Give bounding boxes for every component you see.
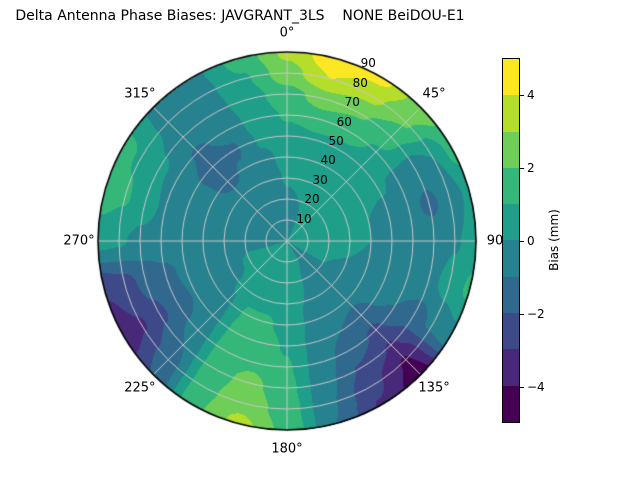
colorbar-tick-label: −2	[527, 306, 545, 321]
colorbar-segment	[503, 59, 519, 96]
colorbar-tick-label: 2	[527, 160, 535, 175]
colorbar-segment	[503, 276, 519, 314]
radial-tick-label: 40	[320, 153, 336, 168]
colorbar-tick-mark	[520, 313, 524, 315]
colorbar-tick-mark	[520, 386, 524, 388]
radial-tick-label: 20	[304, 192, 320, 207]
radial-tick-label: 30	[312, 172, 328, 187]
colorbar-segment	[503, 167, 519, 205]
radial-tick-label: 70	[344, 95, 360, 110]
radial-tick-label: 80	[352, 75, 368, 90]
colorbar-axis-label: Bias (mm)	[547, 209, 561, 271]
colorbar-segment	[503, 204, 519, 241]
radial-tick-label: 10	[296, 211, 312, 226]
angular-tick-label: 225°	[124, 380, 156, 396]
angular-tick-label: 315°	[124, 86, 156, 102]
colorbar	[502, 58, 520, 423]
angular-tick-label: 90	[486, 233, 504, 249]
radial-tick-label: 60	[336, 114, 352, 129]
colorbar-segment	[503, 349, 519, 386]
colorbar-segment	[503, 385, 519, 422]
angular-tick-label: 180°	[271, 441, 303, 457]
colorbar-tick-mark	[520, 167, 524, 169]
radial-tick-label: 90	[360, 56, 376, 71]
colorbar-tick-label: 4	[527, 87, 535, 102]
colorbar-segment	[503, 95, 519, 132]
colorbar-tick-label: −4	[527, 379, 545, 394]
colorbar-segment	[503, 313, 519, 350]
colorbar-tick-mark	[520, 240, 524, 242]
colorbar-segment	[503, 240, 519, 277]
angular-tick-label: 135°	[418, 380, 450, 396]
angular-tick-label: 45°	[422, 86, 446, 102]
radial-tick-label: 50	[328, 133, 344, 148]
angular-tick-label: 0°	[279, 25, 295, 41]
colorbar-tick-label: 0	[527, 233, 535, 248]
colorbar-tick-mark	[520, 94, 524, 96]
angular-tick-label: 270°	[63, 233, 95, 249]
colorbar-segment	[503, 131, 519, 168]
